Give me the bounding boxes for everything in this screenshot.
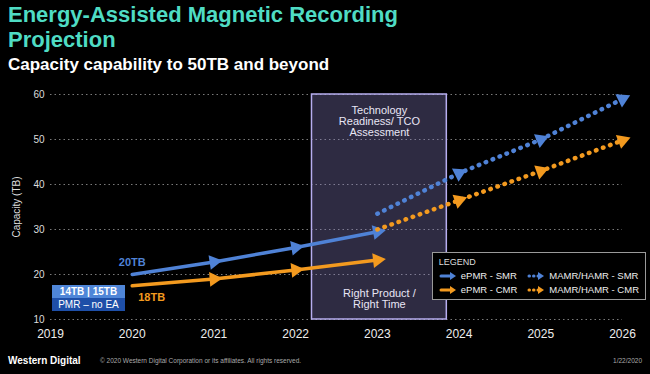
svg-text:20TB: 20TB	[119, 256, 146, 268]
svg-text:2020: 2020	[119, 327, 146, 341]
html-text:Western Digital: Western Digital	[8, 355, 81, 366]
svg-text:2026: 2026	[609, 327, 636, 341]
html-text:14TB | 15TB: 14TB | 15TB	[59, 286, 118, 297]
html-text:LEGEND: LEGEND	[438, 257, 476, 267]
svg-text:Capacity (TB): Capacity (TB)	[11, 176, 22, 237]
svg-text:Right Product /Right Time: Right Product /Right Time	[343, 287, 417, 310]
svg-text:2019: 2019	[37, 327, 64, 341]
html-text:Capacity capability to 50TB an: Capacity capability to 50TB and beyond	[8, 55, 330, 74]
svg-text:40: 40	[33, 179, 45, 190]
svg-text:30: 30	[33, 224, 45, 235]
svg-text:50: 50	[33, 134, 45, 145]
svg-text:20: 20	[33, 269, 45, 280]
svg-text:TechnologyReadiness/ TCOAssess: TechnologyReadiness/ TCOAssessment	[339, 104, 421, 138]
html-text:Energy-Assisted Magnetic Recor: Energy-Assisted Magnetic Recording Proje…	[8, 2, 398, 52]
svg-text:18TB: 18TB	[138, 291, 165, 303]
svg-text:2022: 2022	[282, 327, 309, 341]
html-text:ePMR - CMR: ePMR - CMR	[460, 284, 518, 295]
svg-text:10: 10	[33, 314, 45, 325]
svg-text:2021: 2021	[201, 327, 228, 341]
html-text:© 2020 Western Digital Corpora: © 2020 Western Digital Corporation or it…	[100, 357, 302, 364]
html-text:MAMR/HAMR - CMR: MAMR/HAMR - CMR	[549, 284, 639, 295]
html-text:MAMR/HAMR - SMR: MAMR/HAMR - SMR	[549, 270, 639, 281]
svg-text:2023: 2023	[364, 327, 391, 341]
html-text:1/22/2020: 1/22/2020	[613, 357, 642, 364]
html-text:PMR – no EA: PMR – no EA	[58, 299, 119, 310]
svg-text:2025: 2025	[527, 327, 554, 341]
svg-text:60: 60	[33, 89, 45, 100]
html-text:ePMR - SMR: ePMR - SMR	[460, 270, 517, 281]
svg-text:2024: 2024	[446, 327, 473, 341]
